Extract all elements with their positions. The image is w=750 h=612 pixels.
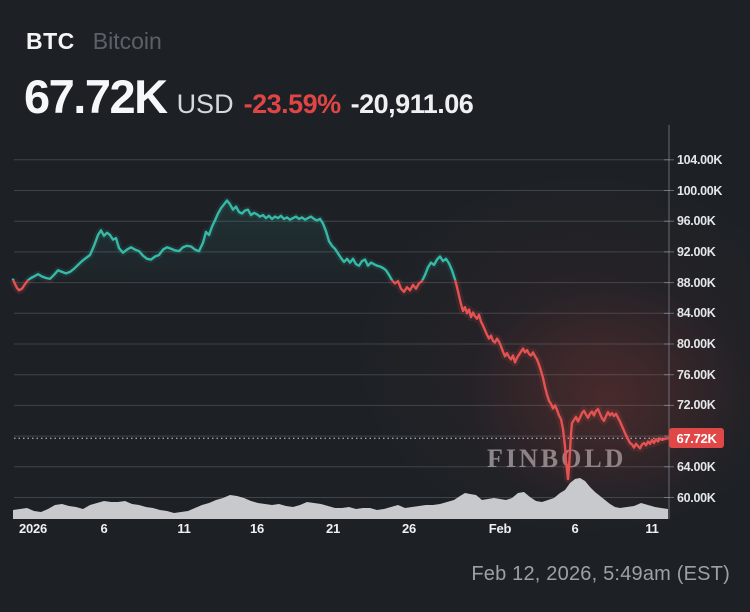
y-axis-label: 92.00K	[677, 244, 716, 259]
symbol-row: BTC Bitcoin	[26, 28, 473, 55]
y-axis-label: 84.00K	[677, 306, 716, 321]
ticker-symbol: BTC	[26, 28, 75, 54]
currency-label: USD	[176, 89, 234, 119]
y-axis-label: 72.00K	[677, 398, 716, 413]
x-axis-label: 26	[401, 521, 417, 536]
current-price-value: 67.72K	[24, 70, 168, 123]
current-price-badge: 67.72K	[669, 428, 724, 449]
x-axis-label: 6	[571, 521, 579, 536]
price-row: 67.72K USD -23.59% -20,911.06	[24, 69, 474, 124]
x-axis-label: 16	[249, 521, 265, 536]
y-axis-label: 100.00K	[677, 183, 723, 198]
x-axis-label: 11	[177, 521, 191, 536]
y-axis-label: 104.00K	[677, 152, 723, 167]
y-axis-label: 76.00K	[677, 367, 716, 382]
y-axis-label: 64.00K	[677, 459, 716, 474]
change-absolute: -20,911.06	[350, 89, 474, 119]
x-axis-label: 2026	[18, 521, 48, 536]
timestamp: Feb 12, 2026, 5:49am (EST)	[471, 563, 730, 585]
y-axis-label: 96.00K	[677, 214, 716, 229]
header: BTC Bitcoin 67.72K USD -23.59% -20,911.0…	[24, 28, 474, 124]
asset-name: Bitcoin	[92, 28, 162, 54]
y-axis-label: 60.00K	[677, 490, 716, 505]
y-axis-label: 88.00K	[677, 275, 716, 290]
x-axis-label: 21	[325, 521, 341, 536]
change-percent: -23.59%	[243, 89, 342, 119]
current-price-badge-label: 67.72K	[676, 430, 717, 446]
x-axis-label: 11	[645, 521, 659, 536]
y-axis-label: 80.00K	[677, 337, 716, 351]
x-axis-label: 6	[100, 521, 108, 536]
x-axis-label: Feb	[488, 521, 512, 536]
